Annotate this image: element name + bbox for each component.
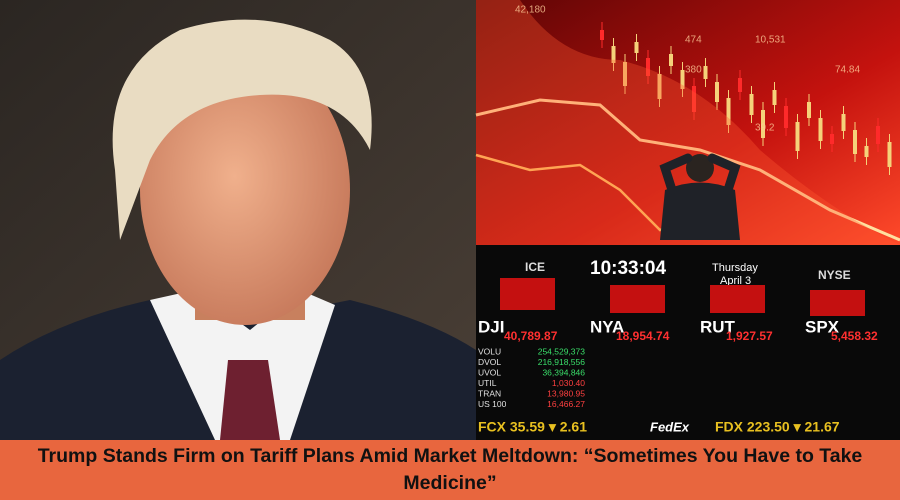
candle: [646, 58, 650, 76]
row-name: UTIL: [478, 378, 497, 388]
mini-chart: [710, 285, 765, 313]
row-value: 36,394,846: [542, 367, 585, 377]
candle: [611, 46, 616, 63]
index-name: RUT: [700, 317, 736, 336]
candle: [749, 94, 754, 115]
candle: [853, 130, 857, 154]
crash-area: [476, 0, 900, 245]
candle: [703, 66, 708, 79]
chart-label: 10,531: [755, 35, 786, 46]
hair: [112, 19, 372, 241]
row-name: US 100: [478, 399, 507, 409]
face: [140, 55, 350, 325]
trend-line: [475, 98, 900, 242]
index-value: 18,954.74: [616, 329, 670, 343]
row-value: 16,466.27: [547, 399, 585, 409]
candle: [715, 82, 719, 102]
row-name: DVOL: [478, 357, 501, 367]
mini-chart: [500, 278, 555, 310]
mini-chart: [810, 290, 865, 316]
index-name: DJI: [478, 317, 504, 336]
chart-label: 380: [685, 65, 702, 76]
headline: Trump Stands Firm on Tariff Plans Amid M…: [37, 445, 863, 494]
day: Thursday: [712, 262, 758, 274]
candle: [600, 30, 604, 40]
candle: [876, 126, 880, 144]
candle: [623, 62, 627, 86]
candle: [680, 70, 685, 89]
man-arms: [659, 153, 741, 195]
index-value: 5,458.32: [831, 329, 878, 343]
index-name: SPX: [805, 317, 840, 336]
candle: [841, 114, 846, 131]
chart-label: 39.2: [755, 123, 775, 134]
exchange-logo: ICE: [525, 260, 545, 274]
ticker-logo: FedEx: [650, 419, 690, 434]
candle: [795, 122, 800, 151]
row-value: 1,030.40: [552, 378, 585, 388]
row-name: TRAN: [478, 388, 501, 398]
index-value: 40,789.87: [504, 329, 558, 343]
candle: [864, 146, 869, 157]
mini-chart: [610, 285, 665, 313]
tie: [220, 360, 280, 440]
clock: 10:33:04: [590, 258, 666, 279]
ticker-board: [476, 245, 900, 440]
chart-label: 42,180: [515, 5, 546, 16]
row-value: 254,529,373: [538, 346, 586, 356]
candle: [818, 118, 823, 141]
candle: [692, 86, 696, 112]
man-body: [660, 182, 740, 240]
candle: [761, 110, 765, 138]
index-name: NYA: [590, 317, 624, 336]
ticker-item: FDX 223.50 ▾ 21.67: [715, 419, 840, 435]
candle: [738, 78, 742, 92]
candle: [772, 90, 777, 105]
candle: [807, 102, 811, 118]
row-name: UVOL: [478, 367, 501, 377]
exchange-logo: NYSE: [818, 268, 851, 282]
headline-banner: [0, 440, 900, 500]
candle: [830, 134, 834, 144]
ticker-item: FCX 35.59 ▾ 2.61: [478, 419, 587, 435]
chart-label: 74.84: [835, 65, 860, 76]
candle: [726, 98, 731, 125]
candle: [657, 74, 662, 99]
row-name: VOLU: [478, 346, 501, 356]
candle: [669, 54, 673, 66]
row-value: 216,918,556: [538, 357, 586, 367]
index-value: 1,927.57: [726, 329, 773, 343]
candle: [784, 106, 788, 128]
candle: [887, 142, 892, 167]
date: April 3: [720, 275, 751, 287]
candle: [634, 42, 639, 53]
man-head: [686, 154, 714, 182]
row-value: 13,980.95: [547, 388, 585, 398]
chart-label: 474: [685, 35, 702, 46]
